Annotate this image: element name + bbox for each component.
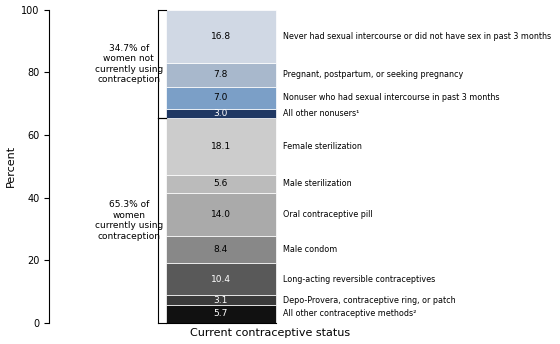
Bar: [166, 109, 276, 118]
Text: Female sterilization: Female sterilization: [283, 142, 362, 151]
Text: 16.8: 16.8: [211, 32, 231, 41]
Text: 3.0: 3.0: [213, 109, 228, 118]
Text: Male condom: Male condom: [283, 245, 337, 254]
Y-axis label: Percent: Percent: [6, 145, 16, 187]
Text: 3.1: 3.1: [213, 296, 228, 305]
Bar: [166, 193, 276, 236]
Bar: [166, 236, 276, 263]
Bar: [166, 63, 276, 87]
Text: Pregnant, postpartum, or seeking pregnancy: Pregnant, postpartum, or seeking pregnan…: [283, 70, 463, 79]
Bar: [166, 118, 276, 175]
Text: 18.1: 18.1: [211, 142, 231, 151]
Text: 10.4: 10.4: [211, 275, 231, 283]
Text: 14.0: 14.0: [211, 210, 231, 219]
Bar: [166, 10, 276, 63]
Text: Never had sexual intercourse or did not have sex in past 3 months: Never had sexual intercourse or did not …: [283, 32, 551, 41]
Text: 65.3% of
women
currently using
contraception: 65.3% of women currently using contracep…: [95, 201, 163, 241]
Text: 8.4: 8.4: [213, 245, 228, 254]
Bar: [166, 305, 276, 323]
Bar: [166, 263, 276, 295]
Text: 5.6: 5.6: [213, 179, 228, 188]
Text: Nonuser who had sexual intercourse in past 3 months: Nonuser who had sexual intercourse in pa…: [283, 94, 500, 103]
Text: All other contraceptive methods²: All other contraceptive methods²: [283, 310, 417, 319]
Bar: [166, 175, 276, 193]
Text: 5.7: 5.7: [213, 310, 228, 319]
Text: 34.7% of
women not
currently using
contraception: 34.7% of women not currently using contr…: [95, 44, 163, 84]
Text: Oral contraceptive pill: Oral contraceptive pill: [283, 210, 373, 219]
X-axis label: Current contraceptive status: Current contraceptive status: [190, 329, 349, 338]
Text: 7.8: 7.8: [213, 70, 228, 79]
Text: 7.0: 7.0: [213, 94, 228, 103]
Text: Male sterilization: Male sterilization: [283, 179, 352, 188]
Bar: [166, 87, 276, 109]
Text: All other nonusers¹: All other nonusers¹: [283, 109, 360, 118]
Text: Long-acting reversible contraceptives: Long-acting reversible contraceptives: [283, 275, 435, 283]
Bar: [166, 295, 276, 305]
Text: Depo-Provera, contraceptive ring, or patch: Depo-Provera, contraceptive ring, or pat…: [283, 296, 456, 305]
